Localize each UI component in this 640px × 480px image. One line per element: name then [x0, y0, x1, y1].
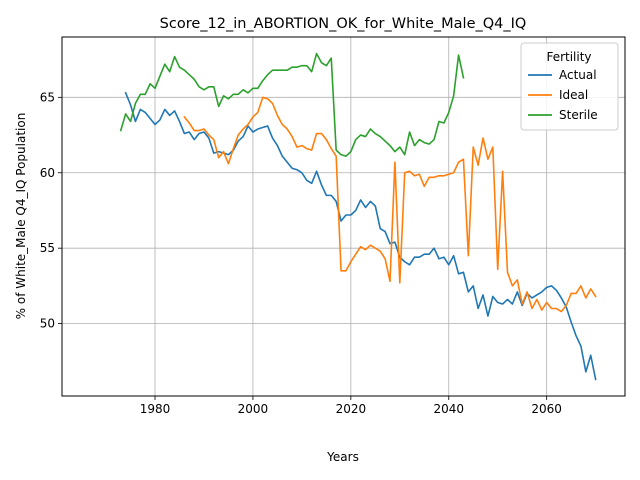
series-line-actual [124, 91, 597, 381]
legend-label-actual: Actual [559, 68, 597, 82]
x-tick-label: 1980 [140, 402, 171, 416]
series-layer [119, 52, 597, 381]
x-tick-label: 2060 [531, 402, 562, 416]
x-tick-label: 2040 [433, 402, 464, 416]
legend-items: Actual Ideal Sterile [528, 68, 598, 122]
chart-title: Score_12_in_ABORTION_OK_for_White_Male_Q… [160, 16, 527, 32]
y-axis: 50 55 60 65 [40, 90, 62, 331]
x-axis-label: Years [326, 450, 359, 464]
legend-title: Fertility [546, 50, 591, 64]
x-axis: 1980 2000 2020 2040 2060 [140, 396, 562, 416]
series-line-ideal [183, 96, 597, 313]
plot-frame [61, 36, 626, 397]
x-tick-label: 2000 [238, 402, 269, 416]
y-tick-label: 55 [40, 241, 55, 255]
y-axis-label: % of White_Male Q4_IQ Population [14, 113, 28, 320]
legend-box [520, 42, 619, 131]
series-line-sterile [119, 52, 465, 157]
legend: Fertility Actual Ideal Sterile [520, 42, 619, 131]
legend-label-sterile: Sterile [559, 108, 598, 122]
y-tick-label: 60 [40, 166, 55, 180]
legend-label-ideal: Ideal [559, 88, 588, 102]
x-gridlines [154, 37, 548, 396]
x-tick-label: 2020 [336, 402, 367, 416]
y-tick-label: 65 [40, 90, 55, 104]
y-tick-label: 50 [40, 317, 55, 331]
